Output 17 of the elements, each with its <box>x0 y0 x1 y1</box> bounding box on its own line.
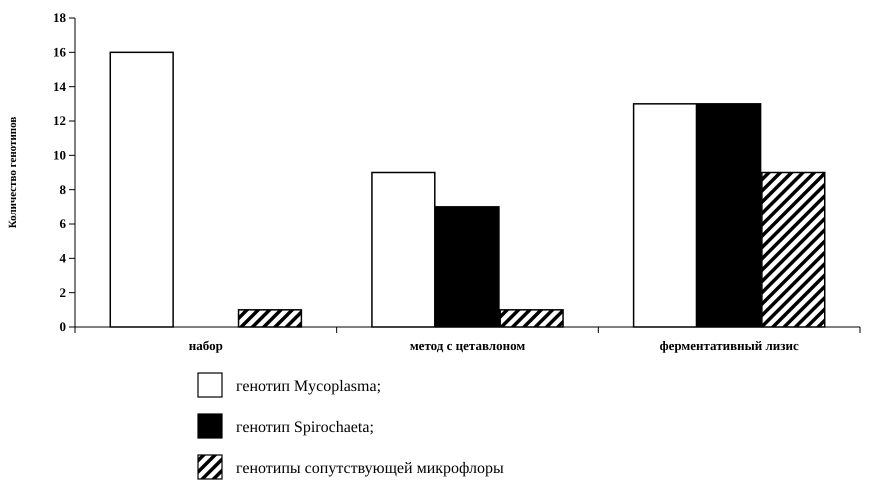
y-axis-title: Количество генотипов <box>7 116 19 228</box>
x-tick-label: ферментативный лизис <box>660 338 799 354</box>
y-tick-label: 12 <box>53 113 66 128</box>
y-tick-label: 6 <box>60 216 66 232</box>
y-tick-label: 2 <box>60 284 66 300</box>
y-tick-label: 16 <box>53 44 66 60</box>
legend-label: генотипы сопутствующей микрофлоры <box>236 460 504 477</box>
legend-label: генотип Spirochaeta; <box>236 419 374 436</box>
y-tick-label: 8 <box>60 182 66 197</box>
y-tick-label: 4 <box>60 250 66 266</box>
x-tick-label: метод с цетавлоном <box>410 338 526 354</box>
x-tick-label: набор <box>188 338 223 354</box>
y-tick-label: 0 <box>60 319 66 334</box>
y-tick-label: 14 <box>53 78 66 94</box>
legend-label: генотип Mycoplasma; <box>236 378 382 395</box>
y-tick-label: 10 <box>53 147 66 162</box>
y-tick-label: 18 <box>53 10 66 26</box>
